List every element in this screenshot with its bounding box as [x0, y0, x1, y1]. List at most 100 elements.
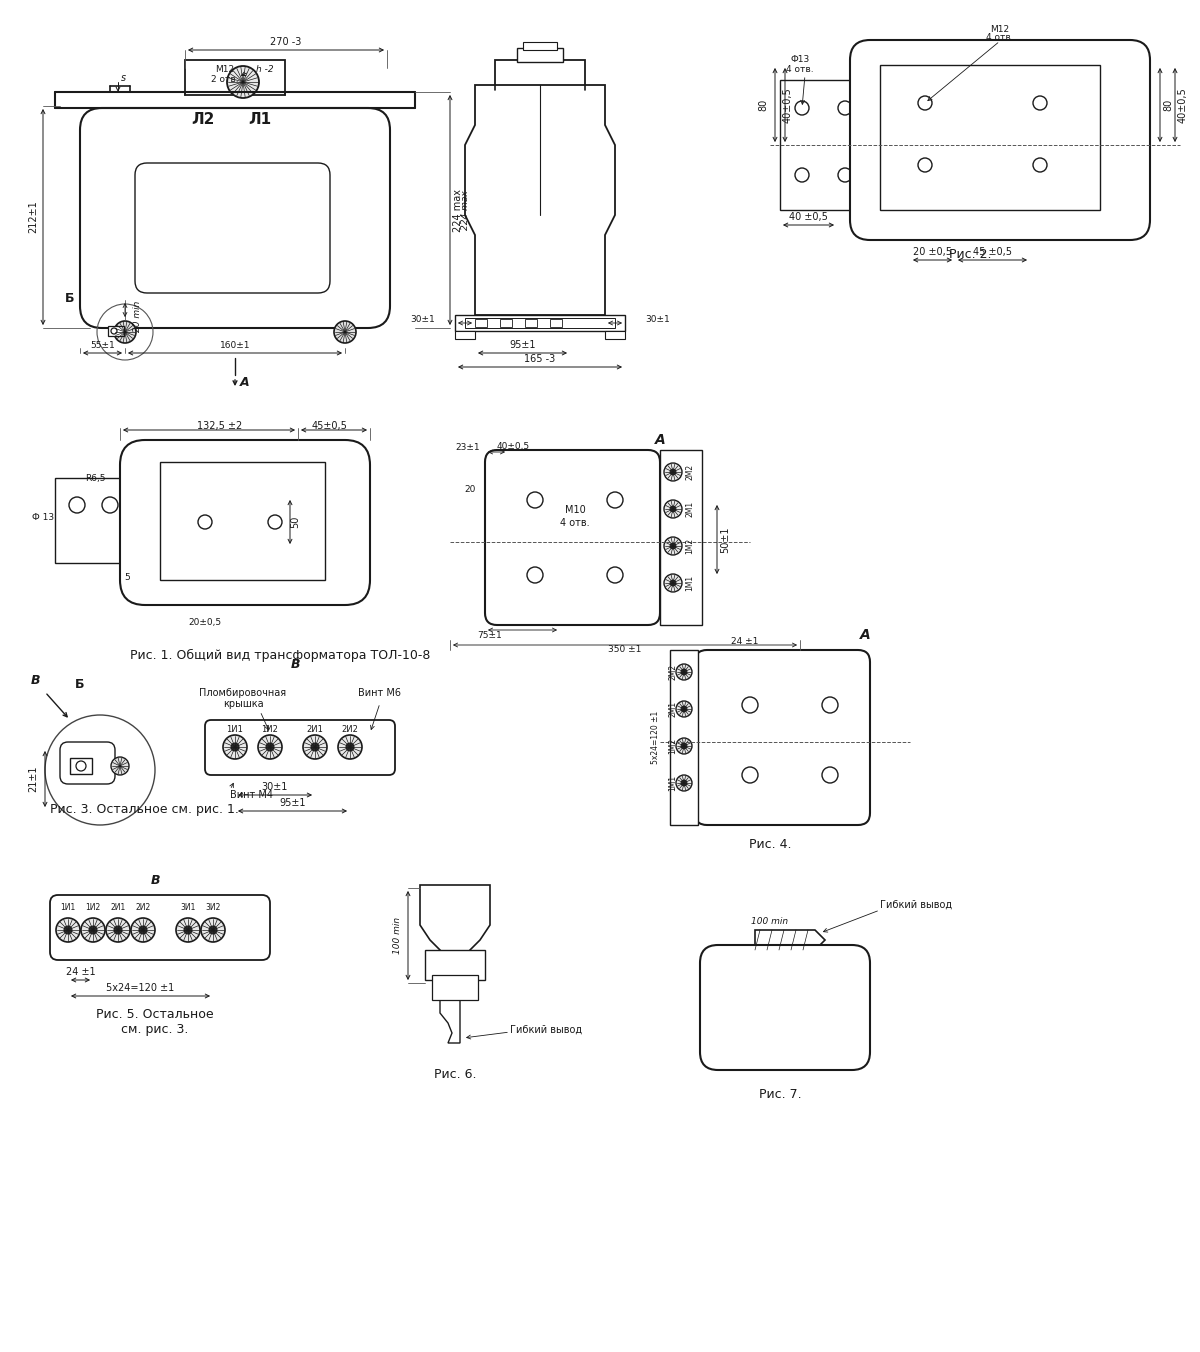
Circle shape — [676, 775, 692, 791]
Text: 1М2: 1М2 — [685, 538, 695, 554]
Text: 5x24=120 ±1: 5x24=120 ±1 — [650, 710, 660, 764]
Text: 40±0,5: 40±0,5 — [1178, 87, 1188, 123]
Circle shape — [114, 926, 122, 934]
Text: 80: 80 — [1163, 99, 1174, 111]
Text: M12: M12 — [216, 65, 234, 74]
Circle shape — [82, 918, 106, 942]
Text: Пломбировочная: Пломбировочная — [199, 688, 287, 698]
Text: 20 ±0,5: 20 ±0,5 — [913, 247, 952, 257]
Text: В: В — [290, 658, 300, 672]
FancyBboxPatch shape — [60, 742, 115, 784]
Circle shape — [670, 580, 676, 585]
Circle shape — [139, 926, 148, 934]
Text: 2И2: 2И2 — [136, 903, 151, 913]
Bar — [500, 319, 512, 327]
Text: 3И2: 3И2 — [205, 903, 221, 913]
Text: 224 max: 224 max — [454, 188, 463, 231]
Circle shape — [670, 506, 676, 512]
Text: 270 -3: 270 -3 — [270, 37, 301, 47]
Text: A: A — [859, 627, 870, 642]
Text: Л1: Л1 — [248, 112, 271, 127]
Circle shape — [664, 462, 682, 481]
Text: 75±1: 75±1 — [478, 630, 503, 639]
Bar — [526, 319, 538, 327]
Text: 20 min: 20 min — [133, 300, 143, 331]
Text: 45 ±0,5: 45 ±0,5 — [973, 247, 1012, 257]
Bar — [496, 59, 586, 91]
Text: 21±1: 21±1 — [28, 765, 38, 792]
Bar — [475, 319, 487, 327]
Circle shape — [202, 918, 226, 942]
Text: 95±1: 95±1 — [280, 798, 306, 808]
Text: 55±1: 55±1 — [90, 341, 115, 350]
Text: 1И2: 1И2 — [85, 903, 101, 913]
Text: Рис. 6.: Рис. 6. — [433, 1068, 476, 1082]
Text: 5: 5 — [124, 573, 130, 583]
Circle shape — [664, 537, 682, 556]
Circle shape — [302, 735, 326, 758]
Circle shape — [676, 738, 692, 754]
Text: 4 отв.: 4 отв. — [560, 518, 590, 529]
Text: 40 ±0,5: 40 ±0,5 — [790, 212, 828, 222]
Bar — [550, 319, 562, 327]
Circle shape — [106, 918, 130, 942]
FancyBboxPatch shape — [80, 108, 390, 329]
Text: 20±0,5: 20±0,5 — [188, 618, 222, 627]
Text: 1М1: 1М1 — [668, 775, 678, 791]
Text: Рис. 2.: Рис. 2. — [949, 249, 991, 261]
Text: 80: 80 — [758, 99, 768, 111]
Text: M12: M12 — [990, 26, 1009, 35]
FancyBboxPatch shape — [134, 164, 330, 293]
Text: 2И1: 2И1 — [110, 903, 126, 913]
Bar — [108, 326, 124, 337]
Text: 1И1: 1И1 — [227, 726, 244, 734]
Text: Рис. 3. Остальное см. рис. 1.: Рис. 3. Остальное см. рис. 1. — [50, 803, 239, 817]
Text: Рис. 1. Общий вид трансформатора ТОЛ-10-8: Рис. 1. Общий вид трансформатора ТОЛ-10-… — [130, 649, 431, 661]
Circle shape — [311, 744, 319, 750]
Text: 1М2: 1М2 — [668, 738, 678, 754]
Text: В: В — [30, 673, 40, 687]
Circle shape — [682, 744, 686, 749]
Text: 3И1: 3И1 — [180, 903, 196, 913]
Bar — [466, 318, 616, 329]
Bar — [70, 758, 92, 773]
Bar — [455, 331, 475, 339]
Circle shape — [664, 500, 682, 518]
Text: В: В — [150, 873, 160, 887]
Text: 5x24=120 ±1: 5x24=120 ±1 — [107, 983, 175, 992]
Bar — [523, 42, 557, 50]
Text: Рис. 7.: Рис. 7. — [758, 1088, 802, 1102]
Bar — [670, 650, 698, 825]
Text: Винт М6: Винт М6 — [359, 688, 402, 698]
Text: Ф 13: Ф 13 — [32, 514, 54, 522]
Text: A: A — [655, 433, 665, 448]
Text: 212±1: 212±1 — [28, 200, 38, 234]
Circle shape — [112, 757, 130, 775]
Circle shape — [670, 469, 676, 475]
Text: 24 ±1: 24 ±1 — [66, 967, 95, 977]
Text: 45±0,5: 45±0,5 — [312, 420, 348, 431]
Text: 40±0,5: 40±0,5 — [497, 442, 529, 452]
Bar — [880, 65, 1100, 210]
Circle shape — [64, 926, 72, 934]
FancyBboxPatch shape — [485, 450, 660, 625]
Text: 1И1: 1И1 — [60, 903, 76, 913]
Text: 20: 20 — [464, 485, 475, 495]
Circle shape — [176, 918, 200, 942]
Circle shape — [676, 664, 692, 680]
FancyBboxPatch shape — [205, 721, 395, 775]
Circle shape — [682, 780, 686, 786]
Text: Б: Б — [65, 292, 74, 304]
Text: Винт М4: Винт М4 — [230, 790, 274, 800]
Text: 24 ±1: 24 ±1 — [731, 638, 758, 646]
Text: A: A — [240, 376, 250, 389]
Text: 2 отв.: 2 отв. — [211, 74, 239, 84]
Text: крышка: крышка — [223, 699, 263, 708]
Circle shape — [56, 918, 80, 942]
Text: R6,5: R6,5 — [85, 473, 106, 483]
Bar — [517, 49, 563, 62]
Text: 160±1: 160±1 — [220, 341, 251, 350]
Text: 224 max: 224 max — [462, 191, 470, 230]
Text: 4 отв.: 4 отв. — [786, 65, 814, 74]
FancyBboxPatch shape — [850, 41, 1150, 241]
